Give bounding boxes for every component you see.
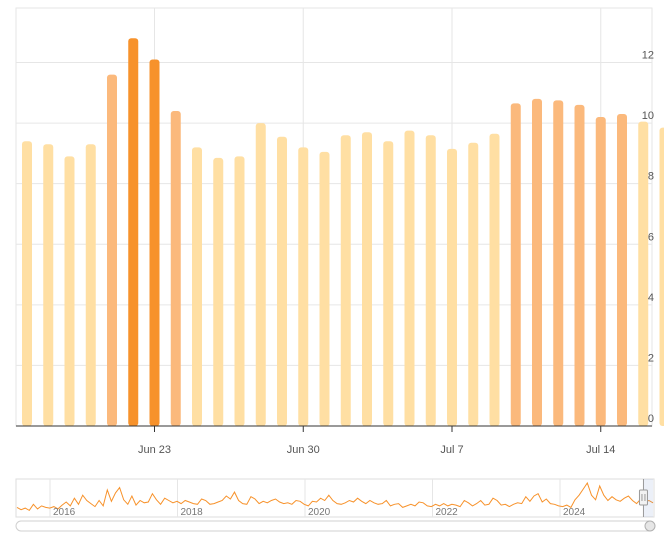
bar-series	[22, 38, 664, 427]
bar[interactable]	[638, 121, 649, 426]
y-tick-label: 8	[648, 171, 654, 183]
navigator-scrollbar-thumb[interactable]	[644, 520, 656, 532]
navigator-scrollbar-track[interactable]	[15, 520, 655, 532]
bar[interactable]	[362, 132, 372, 426]
bar[interactable]	[468, 142, 479, 426]
bar[interactable]	[617, 114, 627, 426]
x-tick-label: Jun 23	[138, 444, 171, 456]
bar[interactable]	[595, 117, 606, 426]
navigator[interactable]: 2016 2018 2020 2022 2024	[15, 478, 655, 518]
y-tick-label: 0	[648, 413, 654, 425]
navigator-year-label: 2020	[308, 507, 331, 518]
y-tick-label: 12	[642, 50, 654, 62]
bar[interactable]	[510, 103, 521, 427]
y-tick-label: 2	[648, 352, 654, 364]
navigator-handle[interactable]	[638, 479, 648, 517]
bar[interactable]	[43, 144, 54, 426]
bar[interactable]	[383, 141, 394, 426]
navigator-series-line	[16, 481, 654, 512]
bar[interactable]	[553, 100, 564, 426]
bar[interactable]	[85, 144, 96, 426]
bar[interactable]	[340, 135, 351, 426]
navigator-grid	[49, 479, 561, 517]
bar[interactable]	[149, 59, 160, 427]
bar[interactable]	[532, 98, 542, 426]
bar[interactable]	[128, 38, 139, 426]
navigator-frame	[15, 478, 655, 518]
bar[interactable]	[192, 147, 202, 427]
bar[interactable]	[255, 123, 266, 427]
x-tick-label: Jun 30	[287, 444, 320, 456]
navigator-year-label: 2022	[436, 507, 459, 518]
bar[interactable]	[319, 151, 330, 426]
bar[interactable]	[170, 110, 181, 426]
navigator-range-mask	[643, 479, 653, 517]
bar[interactable]	[447, 148, 457, 426]
bar[interactable]	[64, 156, 75, 426]
navigator-year-label: 2018	[181, 507, 204, 518]
bar[interactable]	[298, 147, 309, 427]
bar[interactable]	[234, 156, 245, 426]
y-tick-label: 10	[642, 110, 654, 122]
y-axis: 0 2 4 6 8 10 12	[642, 50, 654, 425]
navigator-year-label: 2024	[563, 507, 586, 518]
navigator-year-label: 2016	[53, 507, 76, 518]
y-tick-label: 4	[648, 292, 654, 304]
bar[interactable]	[107, 74, 117, 426]
navigator-handle-grip[interactable]	[638, 489, 648, 506]
navigator-axis: 2016 2018 2020 2022 2024	[53, 507, 586, 518]
x-axis: Jun 23 Jun 30 Jul 7 Jul 14	[138, 426, 615, 456]
y-tick-label: 6	[648, 231, 654, 243]
bar[interactable]	[404, 130, 415, 426]
bar[interactable]	[277, 136, 287, 427]
bar[interactable]	[22, 141, 32, 426]
bar[interactable]	[574, 104, 585, 426]
x-tick-label: Jul 14	[586, 444, 615, 456]
x-tick-label: Jul 7	[440, 444, 463, 456]
bar[interactable]	[659, 127, 664, 426]
bar[interactable]	[425, 135, 436, 426]
bar[interactable]	[489, 133, 500, 427]
bar[interactable]	[213, 157, 224, 426]
